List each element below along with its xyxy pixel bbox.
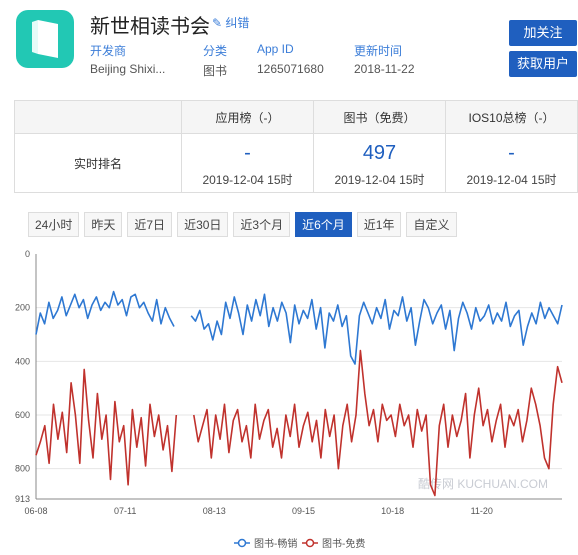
y-tick-label: 0 bbox=[25, 249, 30, 259]
category-label: 分类 bbox=[203, 44, 228, 58]
appid-value: 1265071680 bbox=[257, 62, 324, 76]
rank-date: 2019-12-04 15时 bbox=[334, 173, 425, 187]
x-tick-label: 06-08 bbox=[24, 506, 47, 516]
y-tick-label: 913 bbox=[15, 494, 30, 504]
category-value: 图书 bbox=[203, 64, 228, 78]
rank-chart: 0 200 400 600 800 913 06-08 07-11 08-13 09-15 10-… bbox=[15, 249, 563, 550]
get-users-button[interactable]: 获取用户 bbox=[509, 51, 577, 77]
rank-cell-app: - 2019-12-04 15时 bbox=[181, 133, 314, 193]
rank-row-label: 实时排名 bbox=[14, 133, 182, 193]
rank-value: 497 bbox=[362, 142, 397, 164]
rank-header-ios10: IOS10总榜（-） bbox=[445, 100, 578, 134]
tab-6m[interactable]: 近6个月 bbox=[295, 212, 352, 237]
legend-paid: 图书-畅销 bbox=[254, 537, 297, 550]
chart-legend: 图书-畅销 图书-免费 bbox=[234, 537, 365, 550]
y-tick-label: 400 bbox=[15, 356, 30, 366]
tab-3m[interactable]: 近3个月 bbox=[233, 212, 291, 237]
rank-value: - bbox=[244, 142, 251, 164]
developer-value: Beijing Shixi... bbox=[90, 62, 166, 76]
rank-value: - bbox=[508, 142, 515, 164]
x-tick-label: 11-20 bbox=[471, 506, 493, 516]
tab-24h[interactable]: 24小时 bbox=[28, 212, 80, 237]
tab-yesterday[interactable]: 昨天 bbox=[84, 212, 123, 237]
app-icon bbox=[16, 10, 74, 68]
series-line-free bbox=[35, 349, 563, 497]
rank-header-empty bbox=[14, 100, 182, 134]
watermark: 酷传网 KUCHUAN.COM bbox=[418, 476, 548, 491]
rank-date: 2019-12-04 15时 bbox=[466, 173, 557, 187]
rank-cell-books-free: 497 2019-12-04 15时 bbox=[313, 133, 446, 193]
tab-7d[interactable]: 近7日 bbox=[127, 212, 173, 237]
rank-table: 应用榜（-） 图书（免费） IOS10总榜（-） 实时排名 - 2019-12-… bbox=[14, 100, 578, 193]
rank-date: 2019-12-04 15时 bbox=[202, 173, 293, 187]
fix-link-label: 纠错 bbox=[225, 16, 250, 30]
edit-icon: ✎ bbox=[212, 16, 223, 30]
developer-label: 开发商 bbox=[90, 44, 127, 58]
follow-button[interactable]: 加关注 bbox=[509, 20, 577, 46]
y-tick-label: 200 bbox=[15, 303, 30, 313]
y-tick-label: 600 bbox=[15, 410, 30, 420]
y-tick-label: 800 bbox=[15, 464, 30, 474]
x-tick-label: 10-18 bbox=[381, 506, 404, 516]
appid-label: App ID bbox=[257, 42, 294, 56]
update-value: 2018-11-22 bbox=[354, 62, 415, 76]
x-tick-label: 09-15 bbox=[292, 506, 315, 516]
x-tick-label: 07-11 bbox=[114, 506, 136, 516]
update-label: 更新时间 bbox=[354, 44, 403, 58]
fix-link[interactable]: ✎ 纠错 bbox=[212, 14, 249, 31]
legend-free: 图书-免费 bbox=[322, 537, 365, 550]
tab-30d[interactable]: 近30日 bbox=[177, 212, 229, 237]
tab-1y[interactable]: 近1年 bbox=[356, 212, 402, 237]
rank-header-app: 应用榜（-） bbox=[181, 100, 314, 134]
tab-custom[interactable]: 自定义 bbox=[406, 212, 457, 237]
range-tabs: 24小时 昨天 近7日 近30日 近3个月 近6个月 近1年 自定义 bbox=[28, 212, 462, 237]
rank-cell-ios10: - 2019-12-04 15时 bbox=[445, 133, 578, 193]
rank-header-books-free: 图书（免费） bbox=[313, 100, 446, 134]
x-tick-label: 08-13 bbox=[203, 506, 226, 516]
app-title: 新世相读书会 bbox=[90, 16, 210, 38]
series-line-paid bbox=[35, 290, 563, 365]
